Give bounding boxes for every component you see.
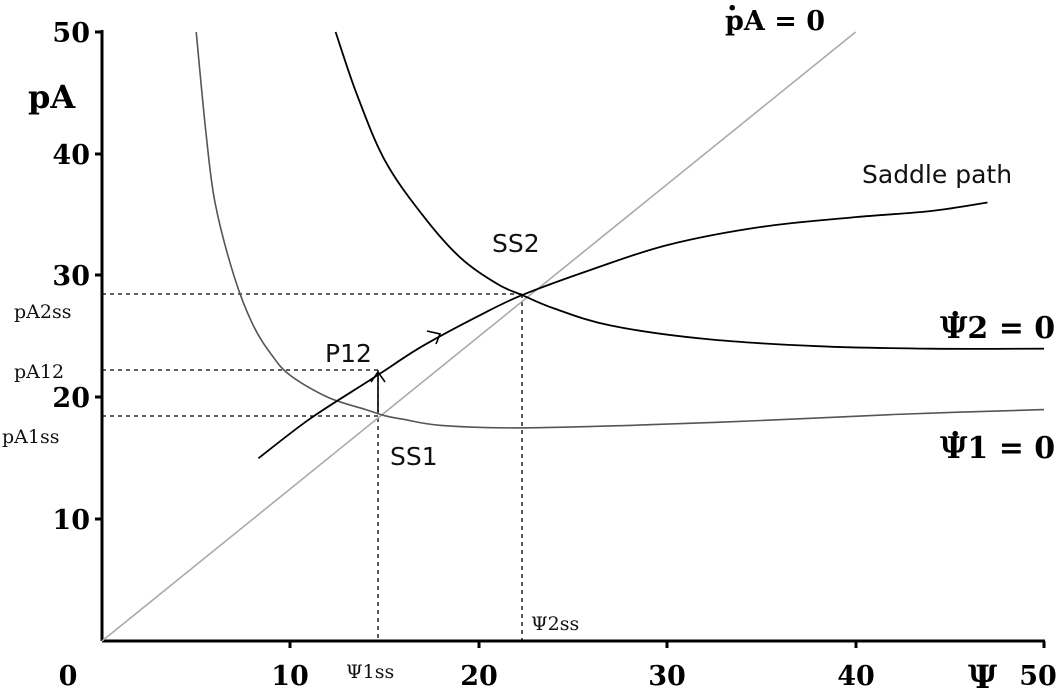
saddle-path-curve [257, 201, 988, 460]
saddle-direction-arrow [426, 330, 442, 345]
y-tick-label-40: 40 [52, 140, 90, 171]
saddle-path-label: Saddle path [862, 160, 1012, 189]
x-tick-label-50: 50 [1019, 661, 1057, 692]
psi1-dot-accent: . [950, 409, 960, 444]
y-tick-label-20: 20 [52, 383, 90, 414]
psi2-dot-zero-curve [334, 31, 1045, 350]
ss1-label: SS1 [390, 442, 438, 471]
psi2-dot-accent: . [950, 289, 960, 324]
x-tick-label-0: 0 [59, 661, 78, 692]
x-axis-title: Ψ [968, 658, 998, 693]
x-tick-label-30: 30 [648, 661, 686, 692]
pa12-label: pA12 [14, 361, 64, 383]
psi2-dot-equation-label: Ψ2 = 0 [940, 311, 1055, 346]
jump-arrow [370, 370, 386, 412]
ss2-label: SS2 [492, 229, 540, 258]
pa1ss-label: pA1ss [2, 426, 59, 448]
pa-dot-equation-label: pA = 0 [725, 6, 825, 37]
x-tick-label-40: 40 [837, 661, 875, 692]
pa-dot-zero-curve [101, 31, 857, 642]
y-tick-label-50: 50 [52, 18, 90, 49]
y-tick-label-30: 30 [52, 261, 90, 292]
x-tick-label-20: 20 [460, 661, 498, 692]
psi1-dot-equation-label: Ψ1 = 0 [940, 431, 1055, 466]
psi1ss-label: Ψ1ss [346, 661, 394, 683]
psi1-dot-zero-curve [195, 31, 1045, 429]
y-tick-label-10: 10 [52, 505, 90, 536]
y-axis-title: pA [28, 78, 76, 116]
p12-label: P12 [325, 339, 372, 368]
pa2ss-label: pA2ss [14, 301, 71, 323]
psi2ss-label: Ψ2ss [531, 613, 579, 635]
pa-dot-accent: . [727, 0, 737, 18]
x-tick-label-10: 10 [271, 661, 309, 692]
